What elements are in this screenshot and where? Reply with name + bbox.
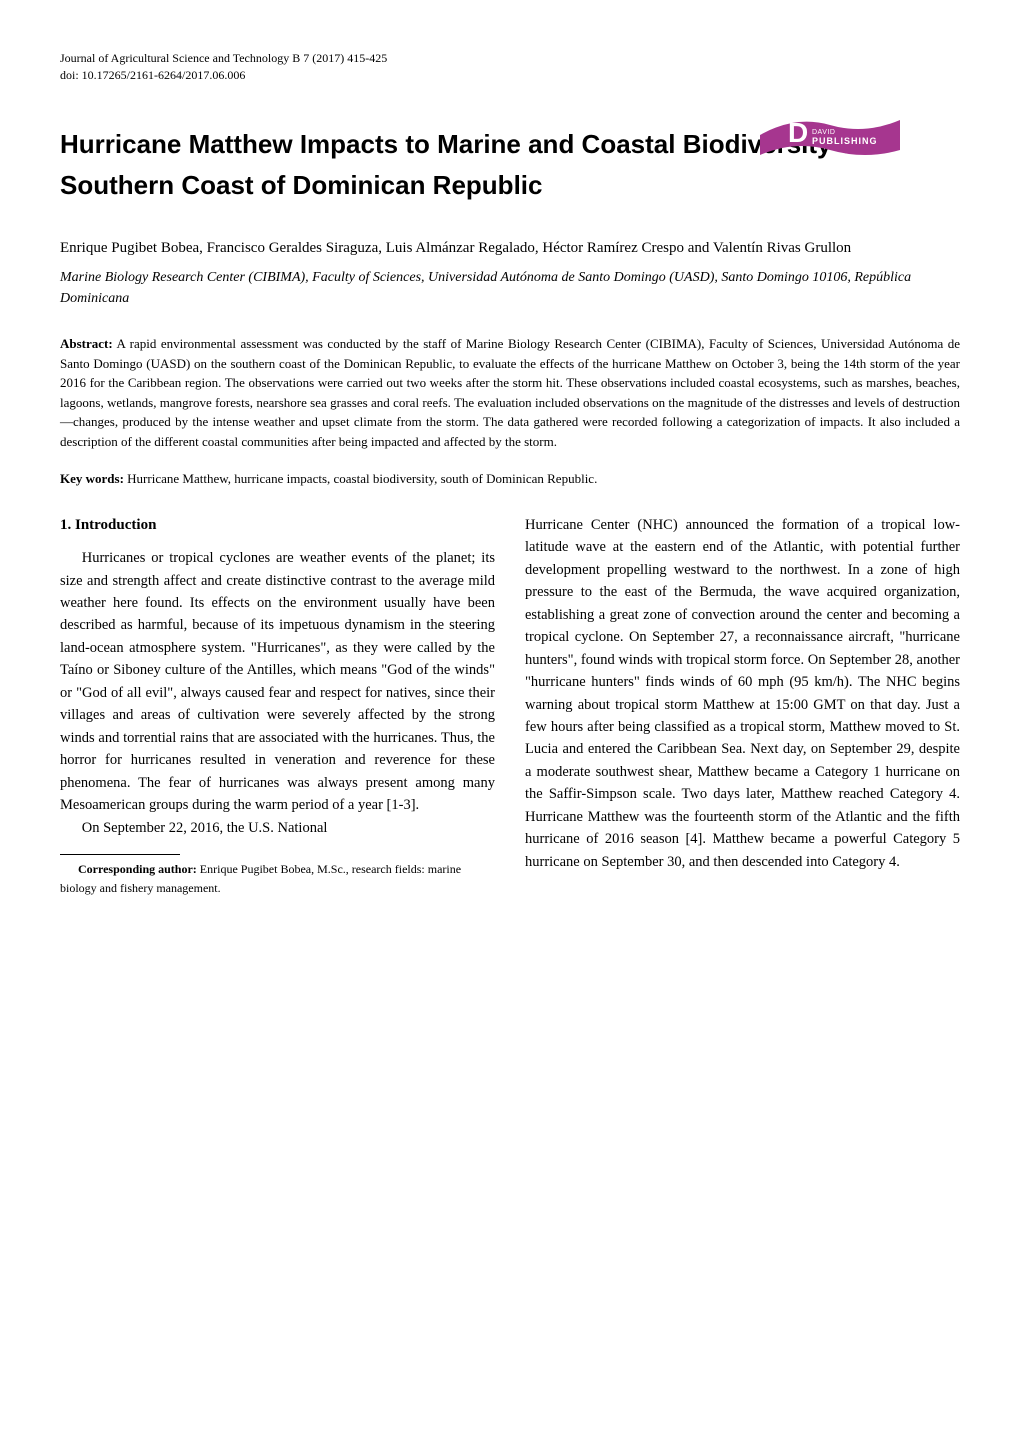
footnote-rule	[60, 854, 180, 855]
publisher-logo: D PUBLISHING DAVID	[760, 100, 900, 177]
doi-line: doi: 10.17265/2161-6264/2017.06.006	[60, 67, 960, 84]
body-paragraph: Hurricanes or tropical cyclones are weat…	[60, 547, 495, 817]
body-paragraph: Hurricane Center (NHC) announced the for…	[525, 514, 960, 874]
abstract-label: Abstract:	[60, 336, 113, 351]
body-paragraph: On September 22, 2016, the U.S. National	[60, 817, 495, 839]
abstract-text: A rapid environmental assessment was con…	[60, 336, 960, 449]
header-meta: Journal of Agricultural Science and Tech…	[60, 50, 960, 84]
svg-text:PUBLISHING: PUBLISHING	[812, 136, 878, 146]
affiliation: Marine Biology Research Center (CIBIMA),…	[60, 267, 960, 309]
footnote-label: Corresponding author:	[78, 862, 197, 876]
publisher-logo-icon: D PUBLISHING DAVID	[760, 100, 900, 170]
svg-text:DAVID: DAVID	[812, 129, 835, 136]
keywords: Key words: Hurricane Matthew, hurricane …	[60, 469, 960, 489]
keywords-label: Key words:	[60, 471, 124, 486]
authors: Enrique Pugibet Bobea, Francisco Geralde…	[60, 237, 960, 260]
svg-text:D: D	[788, 117, 808, 148]
right-column: Hurricane Center (NHC) announced the for…	[525, 514, 960, 898]
abstract: Abstract: A rapid environmental assessme…	[60, 334, 960, 451]
page-header: Journal of Agricultural Science and Tech…	[60, 50, 960, 84]
body-columns: 1. Introduction Hurricanes or tropical c…	[60, 514, 960, 898]
journal-line: Journal of Agricultural Science and Tech…	[60, 50, 960, 67]
left-column: 1. Introduction Hurricanes or tropical c…	[60, 514, 495, 898]
footnote: Corresponding author: Enrique Pugibet Bo…	[60, 860, 495, 897]
keywords-text: Hurricane Matthew, hurricane impacts, co…	[124, 471, 597, 486]
section-heading: 1. Introduction	[60, 514, 495, 537]
